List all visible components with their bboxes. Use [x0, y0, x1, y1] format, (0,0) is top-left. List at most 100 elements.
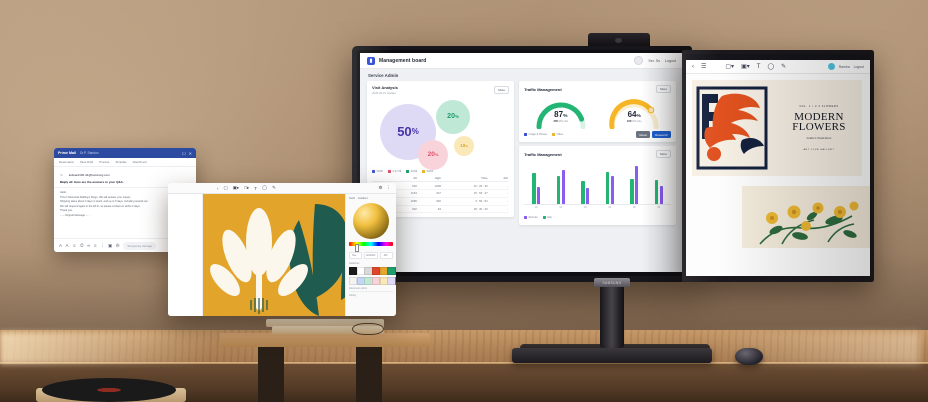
mail-to-row[interactable]: To Edward306.44@hamburg.com — [60, 171, 190, 178]
cell: 902 — [393, 205, 418, 214]
emoji-icon[interactable]: ☺ — [72, 243, 77, 248]
clock-icon[interactable]: ⏱ — [80, 243, 84, 248]
avatar[interactable] — [634, 56, 644, 65]
mouse[interactable] — [735, 348, 763, 365]
tab-solid[interactable]: Solid — [349, 197, 355, 200]
tab-save-draft[interactable]: Save Draft — [79, 160, 94, 164]
chevron-left-icon[interactable]: ‹ — [692, 63, 694, 70]
keyboard[interactable] — [512, 348, 712, 363]
poster-artboard-1[interactable]: VOL. 1 / 2 2 FLOWERS MODERN FLOWERS mode… — [692, 80, 862, 176]
minimize-icon[interactable]: ☐ — [182, 150, 186, 156]
shape-tool-icon[interactable]: ◯ — [767, 64, 775, 70]
mail-body-line: - - - Original Message - - - — [60, 213, 90, 217]
gauge-legend-item: Image & Picture — [524, 133, 547, 136]
tab-reservation[interactable]: Reservation — [59, 160, 74, 164]
bar-group — [605, 172, 614, 204]
image-icon[interactable]: ▣ — [108, 242, 113, 248]
color-swatch[interactable] — [379, 276, 388, 285]
table-col-2: High — [417, 174, 442, 183]
graphics-canvas[interactable] — [203, 194, 345, 316]
color-swatch[interactable] — [364, 276, 373, 285]
color-sphere[interactable] — [353, 203, 389, 239]
close-icon[interactable]: ✕ — [188, 150, 192, 156]
color-swatch[interactable] — [356, 276, 365, 285]
legend-swatch-icon — [388, 169, 391, 173]
link-icon[interactable]: ∞ — [87, 243, 91, 248]
cell: 520 — [393, 181, 418, 191]
color-swatch[interactable] — [387, 267, 396, 276]
hue-slider[interactable] — [349, 242, 393, 246]
frame-dropdown-icon[interactable]: ▢▾ — [725, 64, 735, 70]
cell: 1095 — [393, 197, 418, 206]
color-swatch[interactable] — [349, 267, 358, 276]
attach-icon[interactable]: ✇ — [115, 242, 120, 248]
research-button[interactable]: Research — [652, 131, 671, 138]
mail-body[interactable]: Hello, This is Memorial Staffing's Diego… — [54, 187, 196, 234]
color-swatch[interactable] — [395, 276, 396, 285]
eyeglasses — [352, 323, 384, 335]
image-icon[interactable]: ▣▸ — [232, 185, 240, 190]
chevron-left-icon[interactable]: ‹ — [217, 185, 219, 191]
pen-icon[interactable]: ✎ — [272, 185, 276, 190]
graphics-window[interactable]: ‹ ▢ ▣▸ □▸ T ◯ ✎ ⚙ ⋮ — [168, 183, 396, 316]
hex-input[interactable]: E3A42C — [363, 252, 379, 259]
more-icon[interactable]: ⋮ — [386, 185, 392, 190]
library-section[interactable]: Library — [349, 290, 393, 297]
hue-slider-handle[interactable] — [355, 244, 359, 252]
hex-label: Hex — [349, 252, 362, 259]
cell: 15 : 53 : 47 — [441, 189, 489, 198]
logout-button[interactable]: Logout — [665, 58, 676, 63]
tab-attachment[interactable]: Attachment — [132, 160, 147, 164]
graphics-left-panel[interactable] — [168, 194, 203, 316]
reset-button[interactable]: Reset — [636, 131, 651, 138]
avatar[interactable] — [827, 63, 835, 70]
text-icon[interactable]: T — [254, 185, 258, 191]
bar-x-tick: 02 — [559, 206, 563, 209]
color-swatch[interactable] — [364, 267, 373, 276]
tab-process[interactable]: Process — [99, 160, 110, 164]
monitor-stand-cap — [594, 278, 630, 287]
color-swatch[interactable] — [356, 267, 365, 276]
color-picker-panel[interactable]: Solid Gradient Hex E3A42C 100 Swatches D… — [345, 194, 396, 316]
legend-swatch-icon — [552, 133, 556, 136]
align-icon[interactable]: ≡ — [93, 243, 97, 248]
design-canvas[interactable]: ⚲ — [686, 74, 870, 276]
bar-more-button[interactable]: More — [656, 150, 671, 158]
pen-tool-icon[interactable]: ✎ — [781, 64, 787, 70]
table-col-0 — [372, 174, 394, 183]
text-tool-icon[interactable]: T — [756, 63, 761, 70]
mail-title-row[interactable]: Title Reply all: Here are the answers to… — [60, 178, 190, 185]
font-color-icon[interactable]: A — [59, 243, 63, 248]
color-swatch[interactable] — [387, 276, 396, 285]
gauge-legend-label: Image & Picture — [528, 133, 548, 136]
color-swatch[interactable] — [379, 267, 388, 276]
image-dropdown-icon[interactable]: ▣▾ — [741, 64, 750, 70]
tab-template[interactable]: Template — [115, 160, 127, 164]
tab-gradient[interactable]: Gradient — [357, 197, 368, 200]
frame-icon[interactable]: ▢ — [223, 185, 228, 190]
color-swatch[interactable] — [372, 267, 381, 276]
design-logout-button[interactable]: Logout — [853, 64, 864, 69]
mail-body-line: Hello, — [60, 191, 67, 194]
gauge-yellow-caption-value: 160 — [626, 120, 632, 123]
settings-icon[interactable]: ⚙ — [378, 185, 383, 190]
bar-group — [630, 166, 639, 204]
bubble-20-pink-value: 20 — [427, 151, 435, 158]
swatch-grid[interactable] — [349, 267, 396, 285]
mail-brand: Prime Mail — [58, 151, 76, 155]
list-icon[interactable]: ☰ — [701, 64, 707, 70]
list-icon[interactable]: ⋮ — [100, 242, 105, 248]
mail-body-line: This is Memorial Staffing's Diego. We wi… — [60, 195, 131, 199]
color-swatch[interactable] — [372, 276, 381, 285]
poster-artboard-2[interactable] — [742, 186, 870, 248]
font-style-icon[interactable]: A — [65, 243, 69, 248]
visit-more-button[interactable]: More — [494, 85, 510, 94]
gauge-more-button[interactable]: More — [656, 85, 671, 93]
bubble-20-pink: 20% — [418, 139, 448, 170]
color-swatch[interactable] — [395, 267, 396, 276]
shape-icon[interactable]: □▸ — [244, 185, 250, 190]
ellipse-icon[interactable]: ◯ — [262, 185, 268, 190]
color-swatch[interactable] — [349, 276, 358, 285]
temporary-storage-button[interactable]: Temporary storage — [123, 241, 157, 250]
alpha-input[interactable]: 100 — [380, 252, 393, 259]
